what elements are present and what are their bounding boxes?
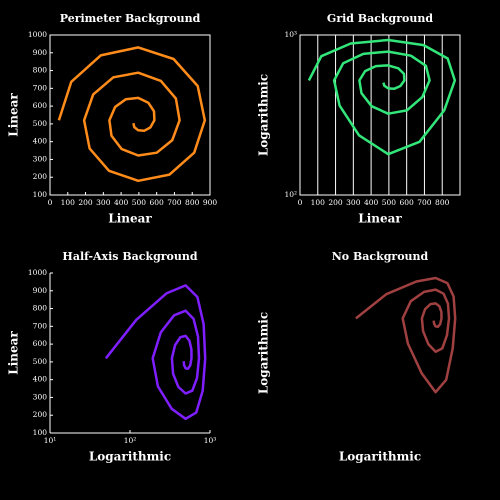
x-tick-label: 10² <box>124 436 137 445</box>
x-tick-label: 400 <box>364 198 379 207</box>
x-tick-label: 10¹ <box>44 436 57 445</box>
x-axis-label: Linear <box>358 212 402 226</box>
y-tick-label: 200 <box>33 172 48 181</box>
y-tick-label: 10² <box>284 190 297 199</box>
x-tick-label: 0 <box>48 198 53 207</box>
y-tick-label: 200 <box>33 410 48 419</box>
y-axis-label: Logarithmic <box>257 74 271 156</box>
x-tick-label: 800 <box>435 198 450 207</box>
y-tick-label: 600 <box>33 339 48 348</box>
x-tick-label: 500 <box>132 198 147 207</box>
chart-title: Perimeter Background <box>60 12 201 25</box>
y-tick-label: 100 <box>33 428 48 437</box>
x-tick-label: 800 <box>185 198 200 207</box>
y-tick-label: 900 <box>33 286 48 295</box>
y-tick-label: 400 <box>33 375 48 384</box>
x-tick-label: 700 <box>167 198 182 207</box>
x-tick-label: 600 <box>150 198 165 207</box>
x-tick-label: 300 <box>96 198 111 207</box>
y-tick-label: 500 <box>33 357 48 366</box>
y-tick-label: 700 <box>33 321 48 330</box>
x-tick-label: 100 <box>61 198 76 207</box>
chart-title: No Background <box>332 250 429 263</box>
y-tick-label: 500 <box>33 119 48 128</box>
y-tick-label: 1000 <box>28 268 47 277</box>
spiral-line <box>104 284 207 421</box>
x-tick-label: 900 <box>203 198 218 207</box>
x-tick-label: 10³ <box>204 436 217 445</box>
y-axis-label: Linear <box>7 331 21 375</box>
x-axis-label: Logarithmic <box>89 450 171 464</box>
y-tick-label: 100 <box>33 190 48 199</box>
spiral-line <box>307 38 457 156</box>
y-tick-label: 300 <box>33 154 48 163</box>
y-tick-label: 10³ <box>284 30 297 39</box>
y-tick-label: 800 <box>33 66 48 75</box>
chart-title: Half-Axis Background <box>62 250 197 263</box>
y-axis-label: Linear <box>7 93 21 137</box>
x-tick-label: 100 <box>311 198 326 207</box>
x-tick-label: 400 <box>114 198 129 207</box>
y-tick-label: 800 <box>33 304 48 313</box>
y-tick-label: 400 <box>33 137 48 146</box>
plot-frame <box>49 34 211 196</box>
spiral-line <box>57 46 207 183</box>
y-tick-label: 1000 <box>28 30 47 39</box>
y-tick-label: 600 <box>33 101 48 110</box>
y-tick-label: 300 <box>33 392 48 401</box>
spiral-line <box>355 276 457 394</box>
x-axis-label: Linear <box>108 212 152 226</box>
x-tick-label: 500 <box>382 198 397 207</box>
x-tick-label: 300 <box>346 198 361 207</box>
x-axis-label: Logarithmic <box>339 450 421 464</box>
y-tick-label: 900 <box>33 48 48 57</box>
chart-title: Grid Background <box>327 12 433 25</box>
x-tick-label: 600 <box>400 198 415 207</box>
x-tick-label: 200 <box>78 198 93 207</box>
y-tick-label: 700 <box>33 83 48 92</box>
x-tick-label: 200 <box>328 198 343 207</box>
plot-frame <box>299 34 461 196</box>
y-axis-label: Logarithmic <box>257 312 271 394</box>
x-tick-label: 0 <box>298 198 303 207</box>
x-tick-label: 700 <box>417 198 432 207</box>
